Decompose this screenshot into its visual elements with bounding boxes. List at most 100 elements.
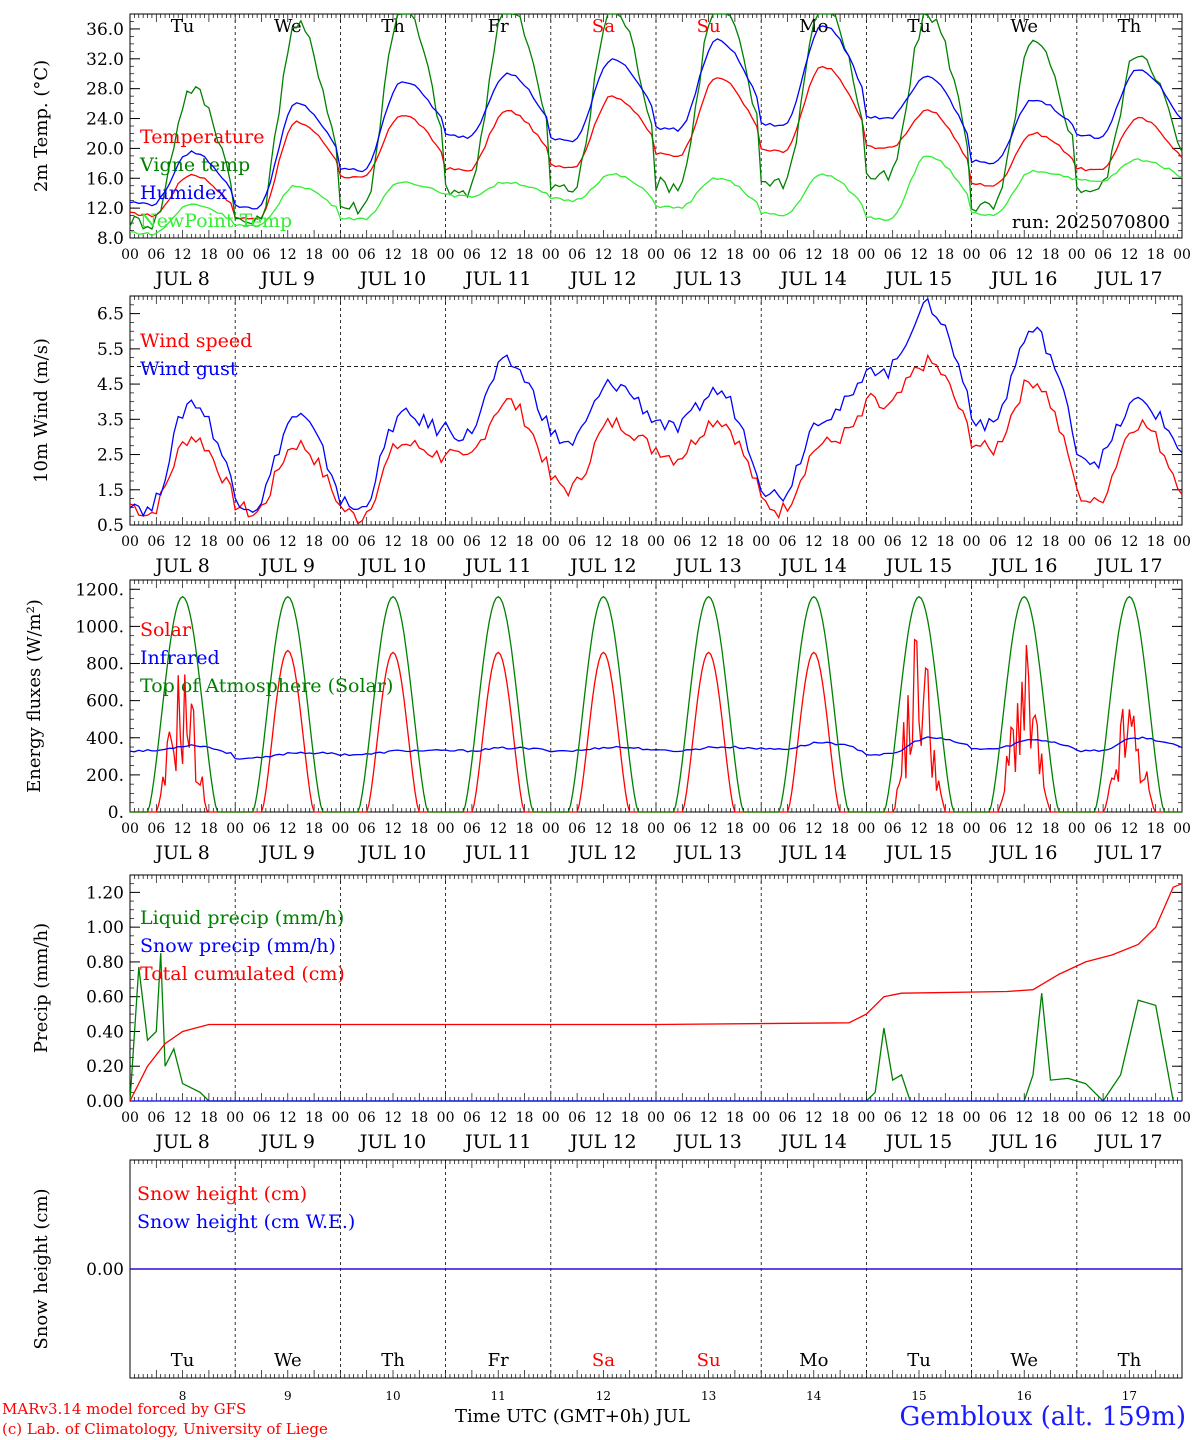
hour-label: 00 [963,821,981,837]
hour-label: 06 [568,821,586,837]
y-tick-label: 400. [86,729,124,749]
day-of-month-label: 14 [806,1389,822,1403]
hour-label: 06 [358,534,376,550]
hour-label: 00 [437,247,455,263]
hour-label: 12 [174,247,192,263]
x-axis-title: Time UTC (GMT+0h) JUL [455,1406,690,1427]
hour-label: 00 [437,1110,455,1126]
weekday-label: Mo [799,16,828,37]
hour-label: 06 [358,821,376,837]
day-of-month-label: 12 [596,1389,611,1403]
y-tick-label: 1.00 [86,918,124,938]
legend-entry: Wind gust [140,358,238,380]
hour-label: 06 [989,1110,1007,1126]
date-label: JUL 8 [153,842,209,864]
hour-label: 00 [752,1110,770,1126]
legend-entry: Liquid precip (mm/h) [140,907,344,929]
hour-label: 12 [1120,1110,1138,1126]
hour-label: 12 [174,1110,192,1126]
weekday-label: Su [697,1350,721,1371]
hour-label: 12 [805,821,823,837]
weekday-label: We [1010,16,1038,37]
y-tick-label: 200. [86,766,124,786]
hour-label: 06 [779,534,797,550]
hour-label: 06 [884,534,902,550]
hour-label: 00 [1173,534,1191,550]
run-label: run: 2025070800 [1012,212,1170,233]
hour-label: 06 [253,821,271,837]
hour-label: 12 [910,247,928,263]
hour-label: 18 [516,247,534,263]
hour-label: 18 [410,821,428,837]
hour-label: 12 [279,247,297,263]
series-line-red [129,65,1183,220]
hour-label: 06 [1094,821,1112,837]
hour-label: 06 [989,821,1007,837]
series-line-green [129,953,1174,1103]
weekday-label: Mo [799,1350,828,1371]
legend-entry: Infrared [140,647,220,669]
hour-label: 12 [174,534,192,550]
hour-label: 18 [516,534,534,550]
hour-label: 18 [726,1110,744,1126]
hour-label: 12 [1120,534,1138,550]
hour-label: 12 [594,247,612,263]
date-label: JUL 17 [1094,268,1162,290]
hour-label: 12 [1015,821,1033,837]
hour-label: 06 [673,821,691,837]
hour-label: 18 [305,1110,323,1126]
series-line-blue [129,25,1183,210]
y-tick-label: 0.00 [86,1092,124,1112]
y-tick-label: 1.20 [86,883,124,903]
legend-entry: NewPoint Temp [140,210,292,232]
hour-label: 00 [1068,247,1086,263]
hour-label: 06 [779,1110,797,1126]
hour-label: 18 [516,821,534,837]
hour-label: 12 [279,821,297,837]
y-tick-label: 24.0 [86,110,124,130]
hour-label: 00 [857,821,875,837]
hour-label: 18 [726,821,744,837]
weekday-label: Tu [907,16,931,37]
hour-label: 06 [779,247,797,263]
day-of-month-label: 10 [385,1389,400,1403]
hour-label: 06 [568,1110,586,1126]
date-label: JUL 15 [884,1131,952,1153]
date-label: JUL 17 [1094,1131,1162,1153]
hour-label: 06 [463,534,481,550]
hour-label: 18 [1147,1110,1165,1126]
date-label: JUL 16 [989,1131,1057,1153]
y-tick-label: 32.0 [86,50,124,70]
weekday-label: Th [381,16,405,37]
weekday-label: Th [1118,16,1142,37]
weekday-label: Fr [488,16,509,37]
y-tick-label: 0.80 [86,953,124,973]
date-label: JUL 14 [779,268,847,290]
hour-label: 06 [779,821,797,837]
hour-label: 18 [1147,247,1165,263]
y-tick-label: 5.5 [97,340,124,360]
hour-label: 00 [857,534,875,550]
hour-label: 00 [331,821,349,837]
y-axis-label: Precip (mm/h) [31,923,52,1053]
date-label: JUL 15 [884,555,952,577]
date-label: JUL 9 [259,842,315,864]
hour-label: 12 [700,821,718,837]
hour-label: 12 [1120,247,1138,263]
hour-label: 00 [331,1110,349,1126]
hour-label: 18 [1147,534,1165,550]
hour-label: 12 [594,821,612,837]
hour-label: 06 [884,247,902,263]
legend-entry: Wind speed [140,330,252,352]
hour-label: 00 [647,247,665,263]
weekday-label: Fr [488,1350,509,1371]
hour-label: 00 [121,821,139,837]
day-of-month-label: 16 [1017,1389,1032,1403]
hour-label: 18 [200,247,218,263]
day-of-month-label: 15 [911,1389,926,1403]
date-label: JUL 14 [779,555,847,577]
hour-label: 12 [805,247,823,263]
hour-label: 18 [621,247,639,263]
y-tick-label: 0.5 [97,516,124,536]
hour-label: 18 [831,821,849,837]
